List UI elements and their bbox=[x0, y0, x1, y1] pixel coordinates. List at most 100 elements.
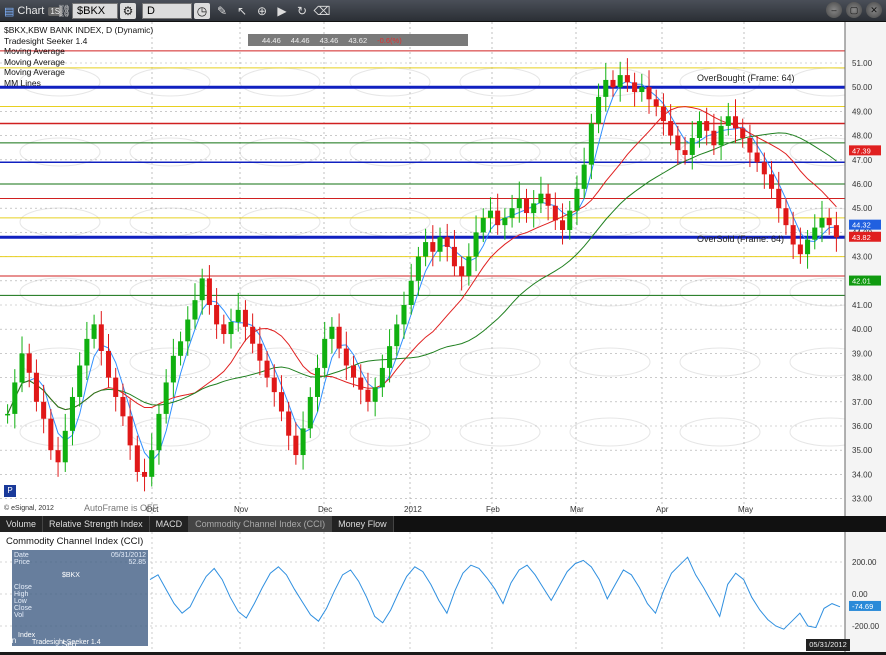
candle-body bbox=[689, 138, 695, 155]
data-window-footer: Tradesight Seeker 1.4 bbox=[32, 639, 101, 646]
candlestick-series bbox=[5, 58, 839, 492]
candle-body bbox=[610, 79, 616, 88]
candle-body bbox=[156, 413, 162, 451]
candle-body bbox=[776, 188, 782, 209]
link-icon[interactable]: ⛓ bbox=[56, 4, 72, 18]
price-badge-label: 42.01 bbox=[852, 277, 871, 286]
candle-body bbox=[430, 242, 436, 252]
maximize-icon[interactable]: ▢ bbox=[846, 2, 862, 18]
candle-body bbox=[192, 300, 198, 320]
candle-body bbox=[833, 225, 839, 238]
candle-body bbox=[603, 79, 609, 97]
tab-volume[interactable]: Volume bbox=[0, 516, 44, 532]
y-tick-label: 48.00 bbox=[852, 132, 873, 141]
row-label: Date bbox=[14, 552, 29, 559]
tab-macd[interactable]: MACD bbox=[149, 516, 190, 532]
candle-body bbox=[545, 193, 551, 206]
tab-rsi[interactable]: Relative Strength Index bbox=[43, 516, 150, 532]
cci-title: Commodity Channel Index (CCI) bbox=[6, 536, 144, 547]
candle-body bbox=[415, 256, 421, 281]
row-label: High bbox=[14, 591, 29, 598]
candle-body bbox=[55, 450, 61, 463]
cursor-icon[interactable]: ↖ bbox=[236, 4, 248, 18]
refresh-icon[interactable]: ↻ bbox=[296, 4, 308, 18]
bg-ellipse bbox=[569, 417, 651, 447]
candle-body bbox=[819, 217, 825, 228]
symbol-input[interactable]: $BKX bbox=[72, 3, 118, 19]
y-tick-label: 36.00 bbox=[852, 422, 873, 431]
candle-body bbox=[632, 82, 638, 93]
candle-body bbox=[300, 428, 306, 456]
candle-body bbox=[769, 174, 775, 189]
crosshair-icon[interactable]: ⊕ bbox=[256, 4, 268, 18]
bg-ellipse bbox=[679, 347, 761, 377]
interval-input[interactable]: D bbox=[142, 3, 192, 19]
x-tick-label: 2012 bbox=[404, 505, 422, 514]
candle-body bbox=[12, 382, 18, 414]
moving-average-line bbox=[7, 132, 837, 415]
cci-tick-label: 0.00 bbox=[852, 590, 868, 599]
candle-body bbox=[387, 346, 393, 368]
candle-body bbox=[560, 220, 566, 230]
candle-body bbox=[365, 389, 371, 402]
candle-body bbox=[523, 198, 530, 214]
date-badge: 05/31/2012 bbox=[806, 639, 850, 651]
candle-body bbox=[394, 324, 400, 347]
candle-body bbox=[98, 324, 104, 351]
candle-body bbox=[646, 87, 652, 100]
candle-body bbox=[228, 321, 234, 335]
candle-body bbox=[286, 411, 292, 436]
tab-cci[interactable]: Commodity Channel Index (CCI) bbox=[189, 516, 333, 532]
price-chart-pane[interactable]: 51.0050.0049.0048.0047.0046.0045.0044.00… bbox=[0, 22, 886, 528]
minimize-icon[interactable]: – bbox=[826, 2, 842, 18]
candle-body bbox=[624, 75, 630, 83]
candle-body bbox=[358, 377, 364, 390]
candle-body bbox=[120, 396, 126, 417]
candle-body bbox=[33, 372, 39, 402]
candle-body bbox=[307, 396, 313, 429]
moving-averages bbox=[7, 80, 837, 462]
play-icon[interactable]: ▶ bbox=[277, 4, 287, 18]
candle-body bbox=[199, 278, 205, 301]
legend-item: MM Lines bbox=[4, 77, 41, 88]
candle-body bbox=[740, 128, 746, 139]
candle-body bbox=[185, 319, 191, 342]
bg-ellipse bbox=[19, 277, 101, 307]
candle-body bbox=[725, 116, 731, 126]
legend: $BKX,KBW BANK INDEX, D (Dynamic) Tradesi… bbox=[4, 25, 153, 88]
row-label: Vol bbox=[14, 612, 24, 619]
close-icon[interactable]: ✕ bbox=[866, 2, 882, 18]
study-tabs: Volume Relative Strength Index MACD Comm… bbox=[0, 516, 886, 532]
candle-body bbox=[127, 416, 133, 446]
row-label: Close bbox=[14, 584, 32, 591]
x-tick-label: Oct bbox=[146, 505, 159, 514]
cci-pane[interactable]: 200.00 0.00 -200.00 -74.69 Commodity Channe… bbox=[0, 532, 886, 652]
candle-body bbox=[516, 198, 522, 209]
legend-item: $BKX,KBW BANK INDEX, D (Dynamic) bbox=[4, 25, 154, 35]
header-values: 44.46 44.46 43.46 43.62 -0.6(%) bbox=[248, 34, 468, 46]
tab-money-flow[interactable]: Money Flow bbox=[332, 516, 394, 532]
candle-body bbox=[271, 377, 277, 393]
data-window-title: $BKX bbox=[62, 572, 80, 579]
settings-icon[interactable]: ⚙ bbox=[120, 3, 136, 19]
corner-label: Dyn bbox=[2, 636, 17, 645]
bg-ellipse bbox=[459, 417, 541, 447]
y-tick-label: 45.00 bbox=[852, 204, 873, 213]
candle-body bbox=[718, 125, 724, 146]
candle-body bbox=[660, 106, 666, 122]
p-button[interactable]: P bbox=[4, 485, 16, 497]
candle-body bbox=[250, 326, 256, 344]
pencil-icon[interactable]: ✎ bbox=[216, 4, 228, 18]
candle-body bbox=[206, 278, 212, 305]
candle-body bbox=[19, 353, 25, 383]
cci-line bbox=[149, 556, 841, 630]
y-tick-label: 39.00 bbox=[852, 349, 873, 358]
candle-body bbox=[423, 242, 429, 257]
candle-body bbox=[538, 193, 544, 204]
legend-item: Tradesight Seeker 1.4 bbox=[4, 35, 88, 46]
clock-icon[interactable]: ◷ bbox=[194, 3, 210, 19]
eraser-icon[interactable]: ⌫ bbox=[313, 4, 331, 18]
mm-lines bbox=[0, 50, 845, 296]
bg-ellipse bbox=[679, 277, 761, 307]
